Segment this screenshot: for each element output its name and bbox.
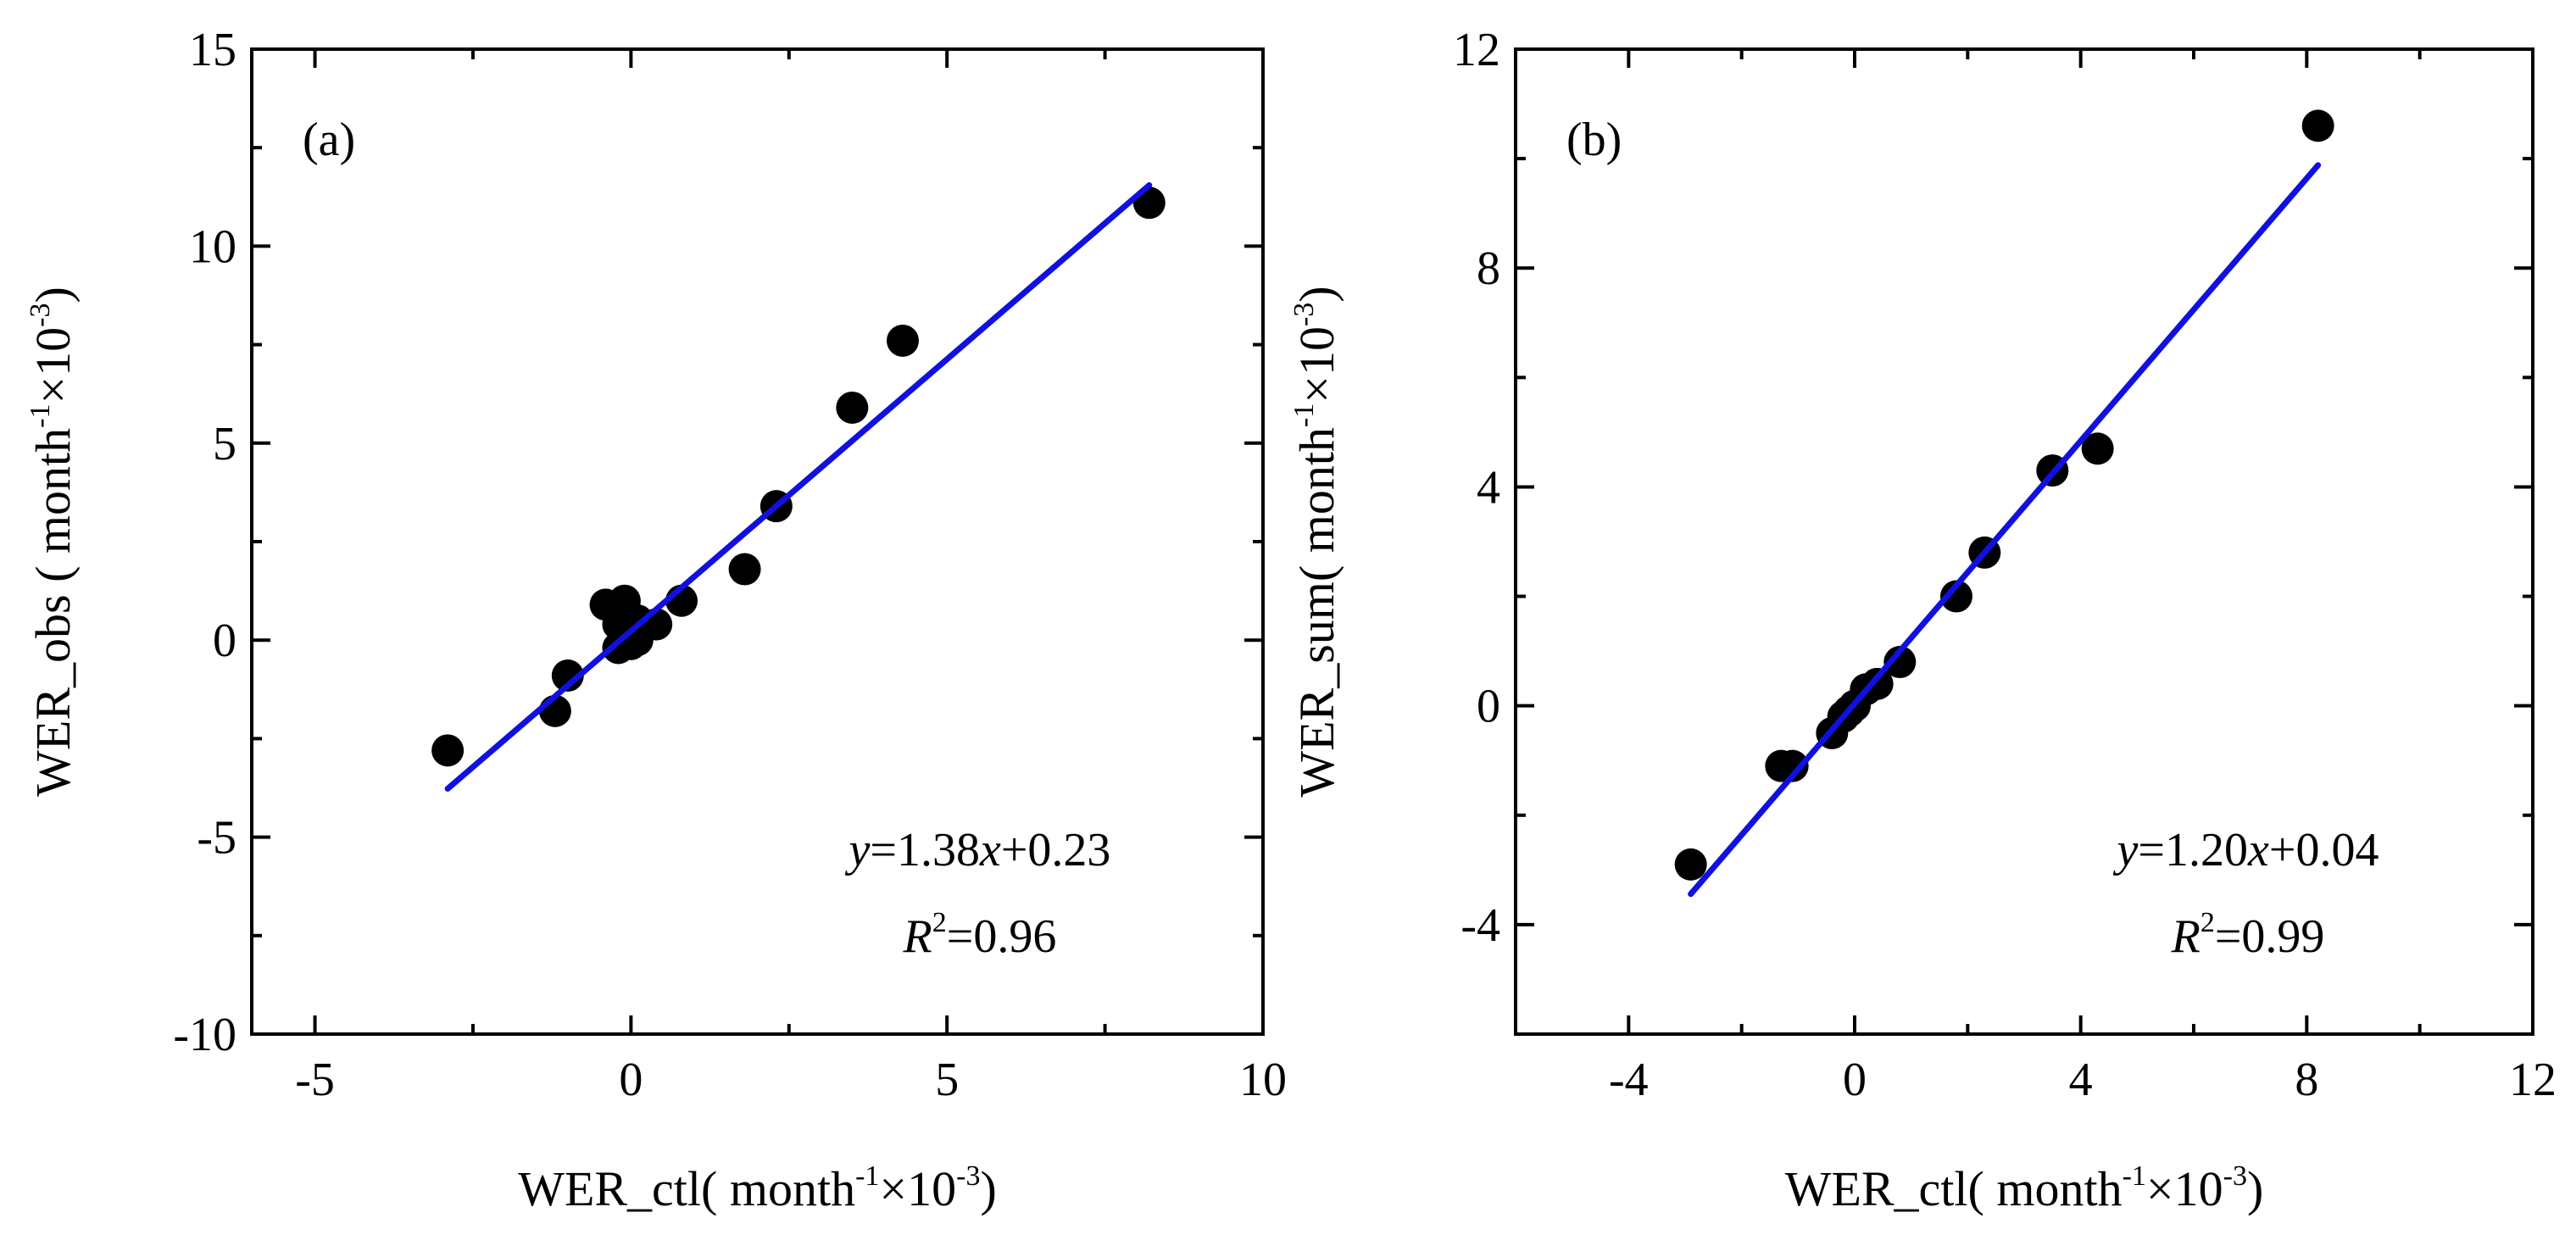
panel-a-x-tick-label: -5 xyxy=(295,1054,335,1106)
panel-b-y-tick-label: 12 xyxy=(1453,24,1500,76)
panel-a-label: (a) xyxy=(303,114,355,166)
panel-b-frame xyxy=(1514,47,2534,1036)
panel-a-x-tick-label: 0 xyxy=(619,1054,643,1106)
panel-a-r-squared: R2=0.96 xyxy=(903,907,1057,963)
panel-b-data-point xyxy=(2081,432,2114,465)
panel-b-y-tick-label: 4 xyxy=(1477,461,1500,514)
panel-a-x-tick-label: 10 xyxy=(1239,1054,1287,1106)
panel-b-y-axis-title: WER_sum( month-1×10-3) xyxy=(1288,286,1344,797)
panel-a-data-point xyxy=(836,391,869,424)
panel-a-y-tick-label: 0 xyxy=(213,615,236,667)
panel-b-fit-line xyxy=(1688,162,2322,898)
panel-b-x-tick-label: 4 xyxy=(2069,1054,2093,1106)
panel-a-x-tick-label: 5 xyxy=(935,1054,959,1106)
panel-a-y-tick-label: -5 xyxy=(197,812,236,865)
panel-a-data-point xyxy=(728,553,761,586)
panel-a-data-point xyxy=(886,324,919,357)
panel-b-r-squared: R2=0.99 xyxy=(2171,907,2325,963)
panel-b: -4 0 4 8 12 -4 0 4 8 12 WER_ctl( month-1×10-3) WER_… xyxy=(1288,24,2557,1216)
panel-a-x-axis-title: WER_ctl( month-1×10-3) xyxy=(518,1160,997,1216)
panel-a-fit-line xyxy=(444,182,1153,793)
panel-a-y-tick-label: 15 xyxy=(189,24,236,76)
panel-b-equation: y=1.20x+0.04 xyxy=(2113,824,2379,876)
panel-a-y-tick-label: -10 xyxy=(173,1009,236,1061)
panel-b-x-axis-title: WER_ctl( month-1×10-3) xyxy=(1785,1160,2264,1216)
panel-b-x-tick-label: -4 xyxy=(1609,1054,1649,1106)
panel-a-equation: y=1.38x+0.23 xyxy=(845,824,1111,876)
panel-b-y-tick-label: -4 xyxy=(1460,899,1500,952)
panel-b-data-point xyxy=(2301,109,2334,142)
panel-b-data-point xyxy=(1776,749,1809,782)
panel-b-x-tick-label: 12 xyxy=(2509,1054,2557,1106)
panel-b-x-tick-label: 0 xyxy=(1843,1054,1867,1106)
panel-b-data-point xyxy=(1861,667,1894,700)
panel-a-frame xyxy=(250,47,1265,1036)
panel-a-y-axis-title: WER_obs ( month-1×10-3) xyxy=(25,286,81,797)
panel-b-data-point xyxy=(1940,580,1972,613)
panel-a-data-point xyxy=(431,734,465,767)
panel-a: -5 0 5 10 -10 -5 0 5 10 15 WER_ctl( month-1×10-3) W… xyxy=(25,24,1287,1216)
panel-a-y-tick-label: 5 xyxy=(213,418,236,470)
panel-a-data-point xyxy=(551,659,584,693)
panel-a-y-tick-label: 10 xyxy=(189,220,236,273)
panel-b-y-tick-label: 8 xyxy=(1477,242,1500,295)
panel-b-data-point xyxy=(1883,646,1917,679)
panel-b-y-tick-label: 0 xyxy=(1477,681,1500,733)
panel-b-data-point xyxy=(1674,848,1707,881)
panel-b-x-tick-label: 8 xyxy=(2295,1054,2318,1106)
panel-b-label: (b) xyxy=(1566,114,1622,166)
